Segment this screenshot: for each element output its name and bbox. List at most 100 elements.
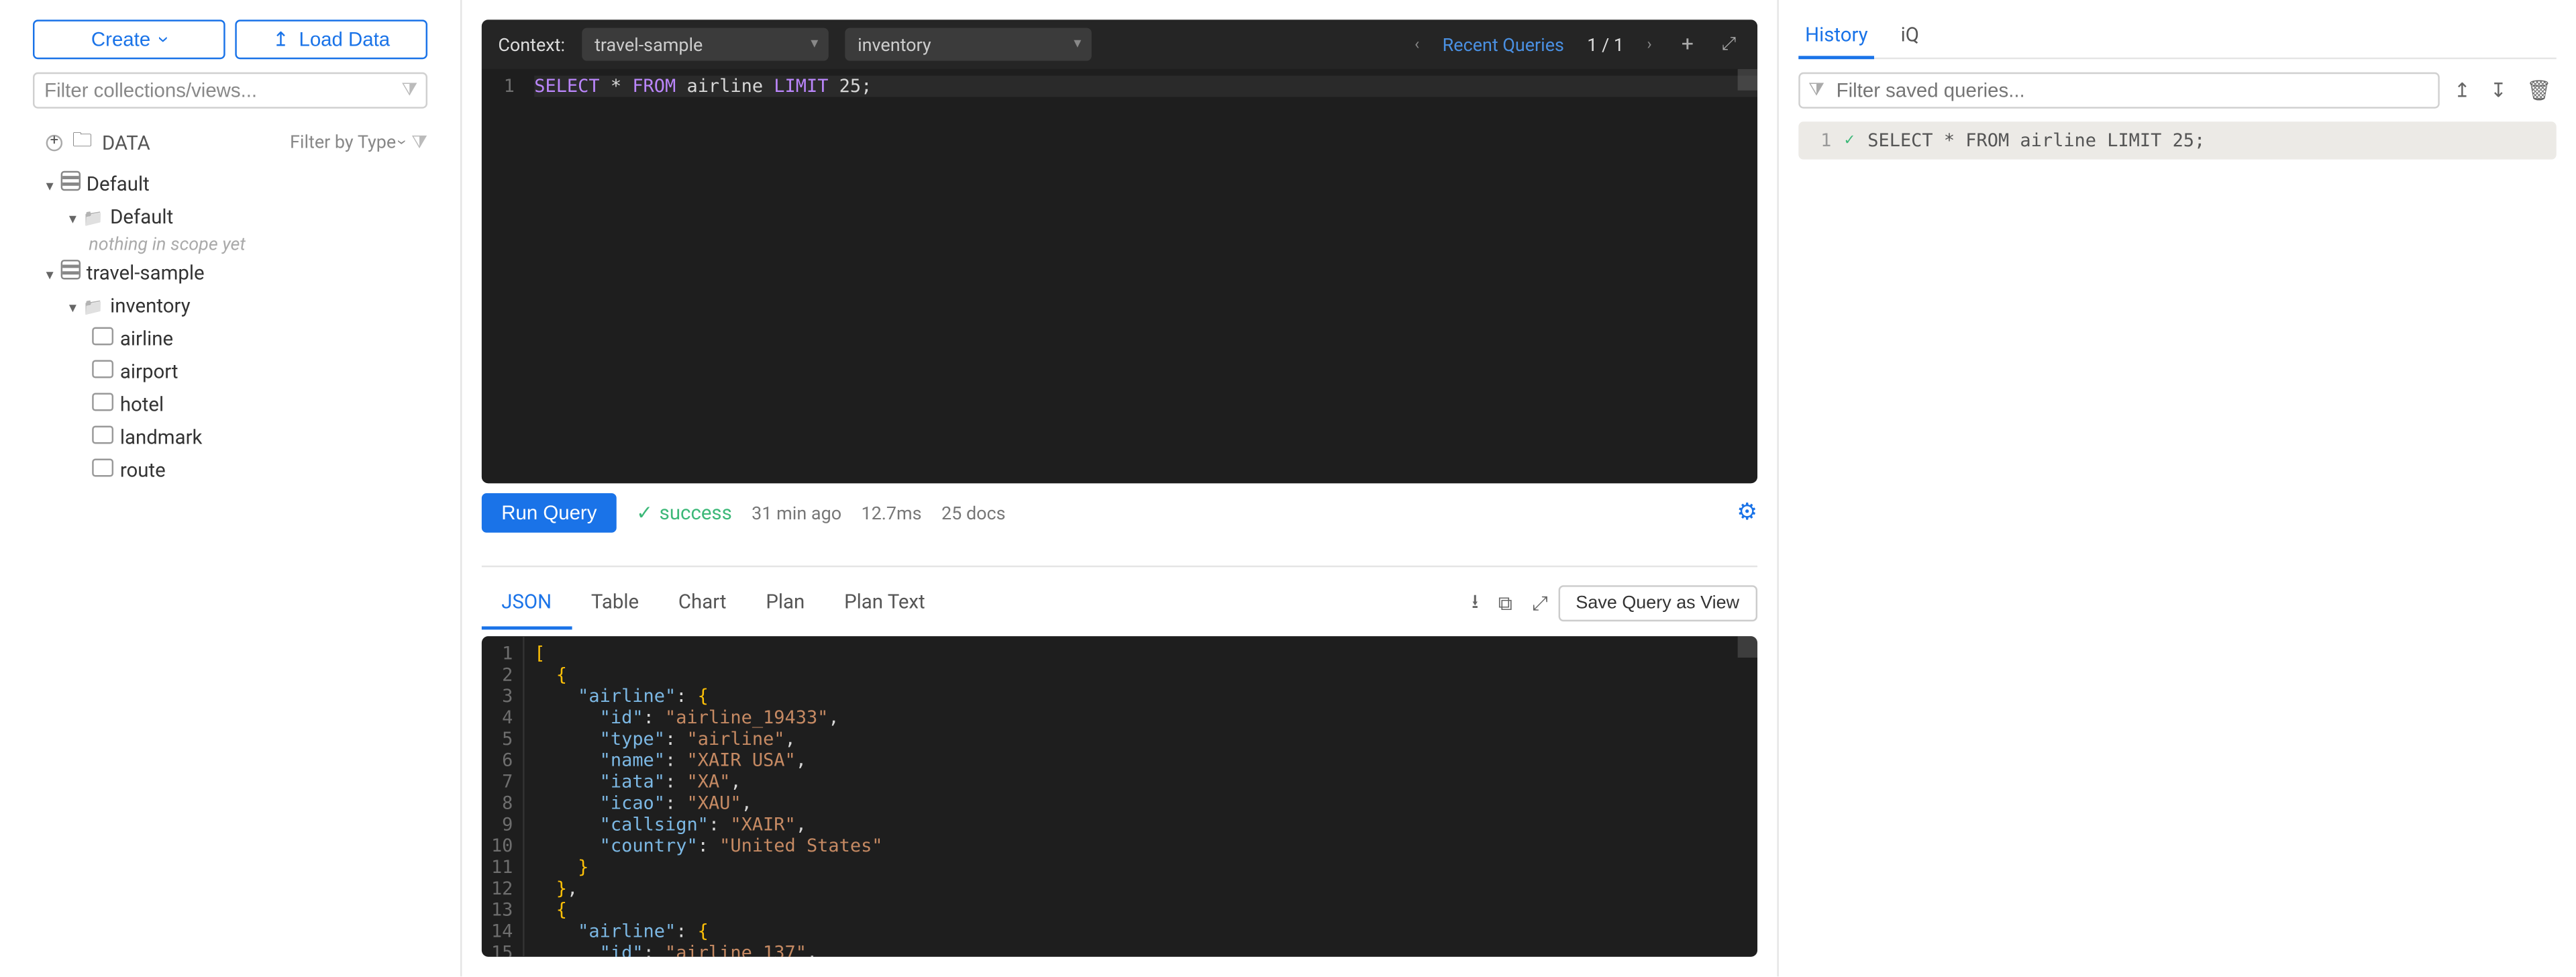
context-scope-value: inventory [858,34,931,55]
context-label: Context: [498,34,565,55]
scope-node[interactable]: inventory [13,289,448,322]
result-line: "id": "airline_19433", [534,707,1757,729]
tab-iq[interactable]: iQ [1894,13,1926,58]
scrollbar-thumb[interactable] [1738,636,1757,658]
expand-icon[interactable]: ⤢ [1523,591,1558,616]
expand-arrow-icon[interactable] [69,295,76,317]
chevron-down-icon: ▾ [811,36,818,53]
collection-label: airline [120,327,173,350]
history-item-query: SELECT * FROM airline LIMIT 25; [1867,130,2205,152]
next-query-icon[interactable]: › [1641,36,1659,54]
create-label: Create [91,28,150,51]
tab-plan-text[interactable]: Plan Text [825,577,945,629]
export-icon[interactable]: ↧ [2485,79,2512,102]
funnel-icon[interactable]: ⧩ [401,79,417,102]
recent-queries-label[interactable]: Recent Queries [1443,34,1564,55]
query-editor[interactable]: 1 SELECT * FROM airline LIMIT 25; [482,69,1757,483]
results-viewer: 12345678910111213141516 [ { "airline": {… [482,636,1757,957]
chevron-down-icon [160,28,167,51]
tab-table[interactable]: Table [572,577,659,629]
gear-icon[interactable]: ⚙ [1737,500,1757,526]
result-line: { [534,664,1757,686]
result-line: "name": "XAIR USA", [534,750,1757,771]
collection-node[interactable]: landmark [13,421,448,454]
expand-arrow-icon[interactable] [46,172,54,195]
line-number: 1 [482,76,515,97]
upload-icon [272,28,289,51]
line-number: 11 [482,856,513,878]
scope-label: inventory [110,295,191,317]
editor-toolbar: Context: travel-sample ▾ inventory ▾ ‹ R… [482,19,1757,69]
run-toolbar: Run Query success 31 min ago 12.7ms 25 d… [482,483,1757,542]
line-number: 9 [482,814,513,835]
line-number: 4 [482,707,513,729]
collection-node[interactable]: airline [13,322,448,355]
result-line: { [534,899,1757,921]
elapsed-text: 31 min ago [752,502,841,523]
tab-history[interactable]: History [1798,13,1874,60]
results-content[interactable]: [ { "airline": { "id": "airline_19433", … [525,636,1758,957]
context-scope-select[interactable]: inventory ▾ [844,28,1091,61]
scope-hint: nothing in scope yet [13,234,448,255]
tab-chart[interactable]: Chart [658,577,745,629]
run-query-button[interactable]: Run Query [482,493,617,533]
bucket-node[interactable]: Default [13,166,448,200]
tab-json[interactable]: JSON [482,577,572,629]
funnel-icon[interactable]: ⧩ [411,131,427,154]
download-icon[interactable]: ⭳ [1461,586,1488,620]
copy-icon[interactable]: ⧉ [1488,591,1522,616]
doc-count-text: 25 docs [941,502,1006,523]
results-tabs: JSONTableChartPlanPlan Text ⭳ ⧉ ⤢ Save Q… [482,567,1757,629]
result-line: }, [534,878,1757,899]
scope-node[interactable]: Default [13,201,448,234]
result-line: } [534,856,1757,878]
expand-arrow-icon[interactable] [46,260,54,283]
bucket-node[interactable]: travel-sample [13,255,448,289]
folder-icon [92,360,113,383]
save-view-button[interactable]: Save Query as View [1557,585,1757,621]
chevron-down-icon: ▾ [1074,36,1081,53]
load-data-button[interactable]: Load Data [235,19,427,59]
data-sidebar: Create Load Data ⧩ + 🗀 DATA Filter by Ty… [0,0,462,976]
add-circle-icon[interactable]: + [46,134,63,151]
load-data-label: Load Data [299,28,390,51]
folder-icon [92,426,113,449]
expand-icon[interactable]: ⤢ [1716,33,1741,56]
line-number: 10 [482,835,513,857]
delete-icon[interactable]: 🗑 [2522,79,2557,102]
add-query-icon[interactable]: + [1675,32,1700,57]
line-number: 14 [482,921,513,942]
scope-icon [83,205,104,228]
bucket-label: Default [87,172,150,195]
folder-icon: 🗀 [72,125,92,159]
prev-query-icon[interactable]: ‹ [1408,36,1426,54]
collection-label: hotel [120,393,164,416]
context-bucket-value: travel-sample [595,34,703,55]
collection-node[interactable]: route [13,454,448,486]
funnel-icon: ⧩ [1808,79,1824,102]
expand-arrow-icon[interactable] [69,205,76,228]
context-bucket-select[interactable]: travel-sample ▾ [581,28,828,61]
history-panel: History iQ ⧩ ↥ ↧ 🗑 1✓SELECT * FROM airli… [1777,0,2576,976]
tab-plan[interactable]: Plan [746,577,825,629]
results-gutter: 12345678910111213141516 [482,636,525,957]
editor-container: Context: travel-sample ▾ inventory ▾ ‹ R… [482,19,1757,483]
result-line: "type": "airline", [534,728,1757,750]
import-icon[interactable]: ↥ [2449,79,2475,102]
history-item-number: 1 [1812,130,1831,152]
result-line: "id": "airline_137", [534,942,1757,957]
collection-label: route [120,459,166,482]
history-item[interactable]: 1✓SELECT * FROM airline LIMIT 25; [1798,121,2556,159]
duration-text: 12.7ms [861,502,921,523]
filter-type-label[interactable]: Filter by Type [290,132,405,153]
create-button[interactable]: Create [33,19,225,59]
result-line: "airline": { [534,686,1757,707]
collection-node[interactable]: airport [13,355,448,388]
editor-content[interactable]: SELECT * FROM airline LIMIT 25; [525,69,1758,483]
line-number: 12 [482,878,513,899]
collection-node[interactable]: hotel [13,388,448,421]
result-line: "airline": { [534,921,1757,942]
history-filter-input[interactable] [1798,72,2439,109]
collections-filter-input[interactable] [33,72,427,109]
scrollbar-thumb[interactable] [1738,69,1757,91]
